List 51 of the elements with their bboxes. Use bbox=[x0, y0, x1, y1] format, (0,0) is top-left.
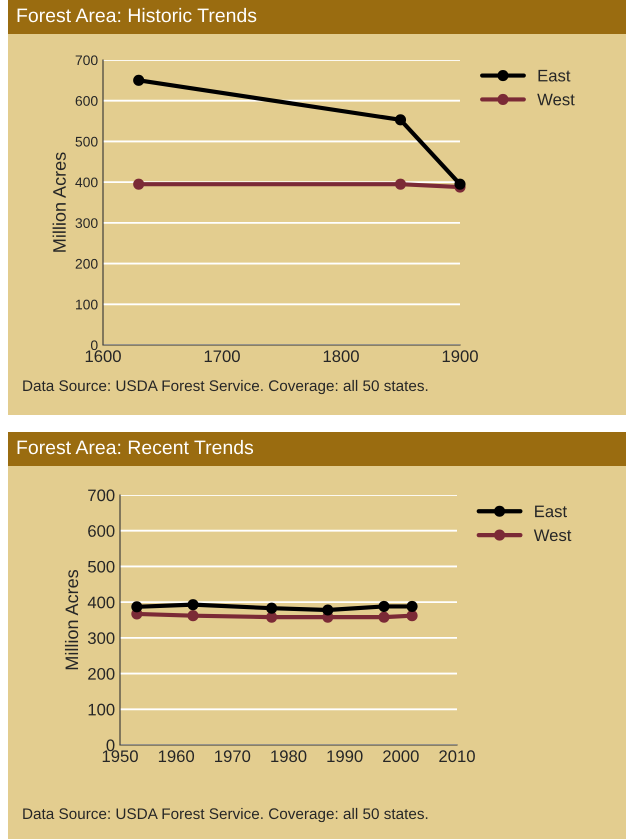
legend-label: West bbox=[537, 94, 575, 106]
point bbox=[378, 600, 390, 612]
y-tick-label: 400 bbox=[88, 596, 114, 608]
chart-title: Forest Area: Recent Trends bbox=[18, 440, 254, 454]
chart-title: Forest Area: Historic Trends bbox=[18, 8, 256, 22]
y-tick-label: 700 bbox=[76, 55, 98, 66]
y-tick-label: 600 bbox=[76, 96, 98, 106]
point bbox=[133, 178, 144, 190]
legend-label: East bbox=[538, 70, 570, 82]
y-tick-label: 600 bbox=[88, 525, 114, 537]
x-tick-label: 1970 bbox=[215, 750, 250, 762]
point bbox=[187, 599, 199, 610]
x-tick-label: 2010 bbox=[439, 750, 475, 762]
legend-label: East bbox=[535, 506, 567, 518]
y-tick-label: 0 bbox=[90, 340, 98, 350]
x-tick-label: 1700 bbox=[204, 350, 240, 362]
source-note: Data Source: USDA Forest Service. Coverage: all 50 states. bbox=[23, 808, 428, 822]
point bbox=[378, 612, 390, 623]
x-tick-label: 1900 bbox=[442, 350, 478, 362]
y-tick-label: 300 bbox=[76, 218, 98, 228]
y-tick-label: 500 bbox=[88, 560, 114, 573]
point bbox=[133, 74, 144, 86]
point bbox=[406, 610, 418, 622]
point bbox=[131, 601, 142, 612]
x-tick-label: 1800 bbox=[324, 350, 359, 362]
x-tick-label: 2000 bbox=[383, 750, 419, 762]
x-tick-label: 1600 bbox=[86, 350, 121, 362]
point bbox=[394, 178, 406, 190]
x-tick-label: 1950 bbox=[102, 750, 138, 762]
point bbox=[187, 610, 199, 622]
legend-label: West bbox=[534, 529, 572, 542]
y-tick-label: 400 bbox=[75, 177, 98, 188]
source-note: Data Source: USDA Forest Service. Coverage: all 50 states. bbox=[23, 380, 428, 394]
x-tick-label: 1990 bbox=[327, 750, 363, 762]
y-tick-label: 200 bbox=[88, 668, 114, 680]
y-tick-label: 100 bbox=[88, 704, 114, 716]
point bbox=[454, 178, 466, 190]
point bbox=[406, 600, 418, 612]
y-axis-title: Million Acres bbox=[52, 152, 66, 252]
y-tick-label: 100 bbox=[76, 300, 98, 310]
x-tick-label: 1960 bbox=[158, 750, 194, 762]
y-tick-label: 200 bbox=[76, 258, 98, 269]
point bbox=[322, 604, 334, 616]
y-tick-label: 0 bbox=[106, 739, 114, 752]
y-tick-label: 300 bbox=[88, 632, 114, 644]
point bbox=[394, 114, 406, 126]
point bbox=[266, 602, 278, 614]
y-tick-label: 500 bbox=[76, 136, 98, 147]
y-axis-title: Million Acres bbox=[64, 570, 78, 670]
y-tick-label: 700 bbox=[88, 489, 114, 502]
x-tick-label: 1980 bbox=[271, 750, 306, 762]
